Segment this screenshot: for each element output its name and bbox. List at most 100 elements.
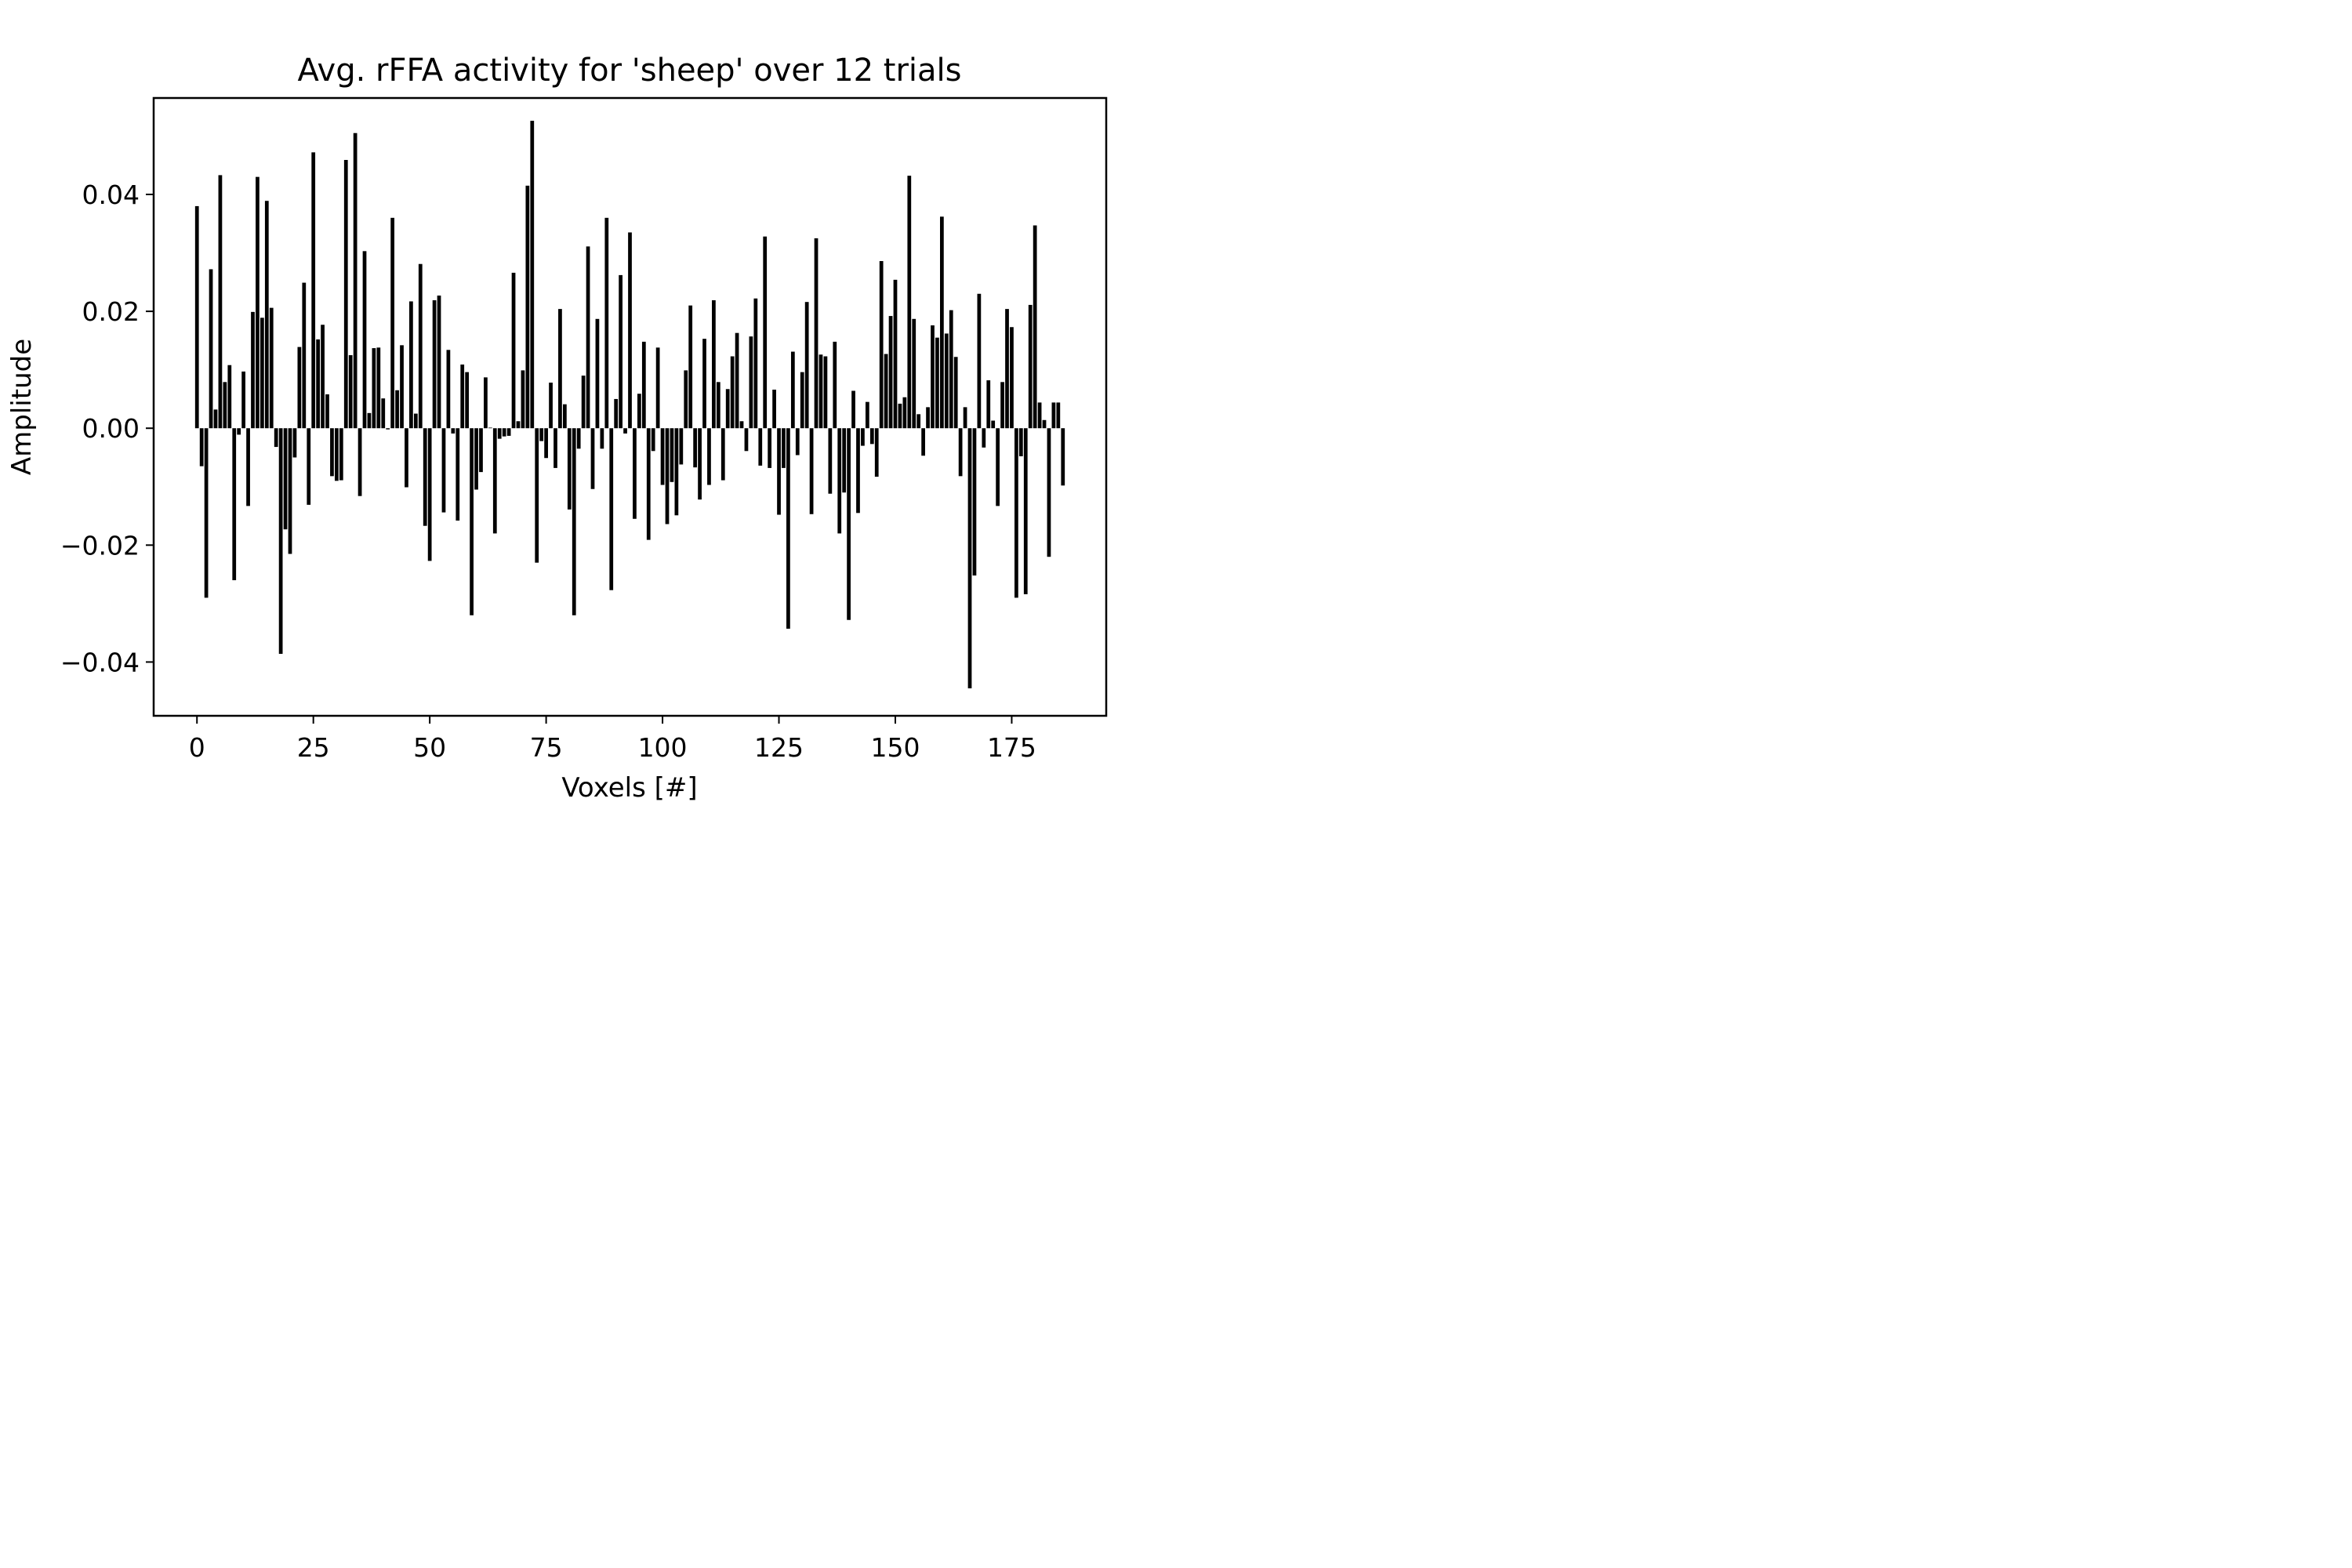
bar-voxel-62 — [484, 377, 488, 429]
bar-voxel-69 — [516, 421, 521, 429]
bar-voxel-93 — [628, 232, 632, 429]
bar-voxel-68 — [511, 272, 516, 429]
bar-voxel-182 — [1042, 419, 1047, 429]
bar-voxel-161 — [944, 333, 949, 429]
bar-voxel-55 — [451, 428, 456, 434]
bar-voxel-18 — [278, 428, 283, 654]
bar-voxel-112 — [716, 382, 720, 429]
bar-voxel-178 — [1023, 428, 1028, 594]
bar-voxel-8 — [232, 428, 237, 581]
bar-voxel-172 — [996, 428, 1000, 506]
bar-voxel-177 — [1018, 428, 1023, 456]
bar-voxel-158 — [931, 325, 935, 429]
bar-voxel-125 — [777, 428, 781, 515]
bar-voxel-79 — [562, 404, 567, 429]
x-axis-label: Voxels [#] — [561, 772, 697, 804]
bar-voxel-88 — [604, 217, 609, 429]
bar-voxel-147 — [879, 260, 884, 429]
bar-voxel-103 — [674, 428, 679, 516]
y-tick-label: −0.02 — [60, 530, 140, 561]
bar-voxel-35 — [358, 428, 362, 496]
bar-voxel-169 — [982, 428, 986, 448]
bar-voxel-138 — [837, 428, 842, 534]
bar-voxel-44 — [400, 345, 404, 429]
bar-voxel-126 — [782, 428, 786, 468]
bar-voxel-14 — [260, 318, 264, 429]
bar-voxel-124 — [772, 390, 776, 429]
bar-voxel-80 — [567, 428, 572, 510]
bar-voxel-166 — [967, 428, 972, 688]
bar-voxel-13 — [256, 176, 260, 429]
bar-voxel-48 — [418, 263, 423, 429]
bar-voxel-66 — [502, 428, 506, 437]
bar-voxel-131 — [804, 302, 809, 429]
bar-voxel-46 — [409, 301, 413, 429]
bar-voxel-2 — [204, 428, 209, 598]
bar-voxel-127 — [786, 428, 790, 629]
bar-voxel-32 — [343, 160, 348, 429]
bar-voxel-75 — [544, 428, 548, 459]
bar-voxel-123 — [768, 428, 772, 468]
bar-voxel-97 — [646, 428, 651, 540]
bar-voxel-90 — [614, 398, 619, 429]
bar-voxel-119 — [749, 336, 753, 429]
bar-voxel-91 — [619, 274, 622, 429]
bar-voxel-53 — [441, 428, 446, 513]
bar-voxel-115 — [730, 356, 735, 429]
bar-voxel-113 — [720, 428, 725, 481]
bar-voxel-92 — [623, 428, 627, 434]
bar-voxel-73 — [535, 428, 539, 563]
bar-voxel-9 — [237, 428, 241, 435]
bar-voxel-162 — [949, 310, 953, 429]
bar-voxel-154 — [912, 318, 916, 429]
bar-voxel-183 — [1047, 428, 1051, 557]
bar-voxel-22 — [297, 347, 302, 429]
bar-voxel-23 — [302, 282, 307, 429]
bar-voxel-168 — [977, 293, 982, 429]
bar-voxel-82 — [576, 428, 581, 449]
bar-voxel-94 — [633, 428, 637, 519]
bar-voxel-86 — [595, 318, 600, 429]
bar-voxel-165 — [963, 407, 967, 429]
bar-voxel-49 — [423, 428, 427, 526]
bar-voxel-87 — [600, 428, 604, 449]
bar-voxel-51 — [432, 299, 437, 429]
bar-voxel-38 — [372, 348, 376, 429]
bar-voxel-25 — [311, 152, 316, 429]
bar-voxel-29 — [330, 428, 334, 477]
bar-voxel-133 — [814, 238, 818, 429]
bar-voxel-106 — [688, 305, 693, 429]
bar-voxel-58 — [465, 372, 470, 429]
bar-voxel-121 — [758, 428, 763, 466]
bar-voxel-104 — [679, 428, 684, 465]
bar-voxel-117 — [739, 421, 744, 429]
bar-voxel-171 — [991, 420, 996, 429]
bar-voxel-100 — [660, 428, 665, 485]
bar-voxel-130 — [800, 372, 804, 429]
bar-voxel-7 — [227, 365, 232, 429]
bar-voxel-157 — [926, 407, 930, 429]
bar-voxel-137 — [833, 341, 837, 429]
bar-voxel-164 — [958, 428, 963, 477]
bar-voxel-15 — [264, 201, 269, 429]
bar-voxel-39 — [376, 347, 381, 429]
bar-voxel-34 — [353, 132, 358, 429]
bar-voxel-42 — [390, 217, 395, 429]
bar-voxel-185 — [1056, 402, 1061, 429]
bar-voxel-81 — [572, 428, 576, 615]
bar-voxel-186 — [1061, 428, 1065, 486]
bar-voxel-109 — [702, 339, 706, 429]
bar-voxel-160 — [939, 216, 944, 429]
bar-voxel-167 — [972, 428, 977, 576]
bars-group — [194, 121, 1065, 688]
bar-voxel-163 — [953, 357, 958, 429]
bar-voxel-61 — [479, 428, 483, 473]
y-tick-label: 0.00 — [82, 413, 140, 444]
bar-voxel-159 — [935, 337, 939, 429]
bar-voxel-175 — [1010, 327, 1014, 429]
bar-voxel-128 — [790, 351, 795, 429]
y-axis-label: Amplitude — [6, 339, 38, 475]
bar-voxel-71 — [525, 185, 530, 429]
bar-voxel-1 — [199, 428, 204, 466]
bar-voxel-149 — [888, 316, 893, 429]
